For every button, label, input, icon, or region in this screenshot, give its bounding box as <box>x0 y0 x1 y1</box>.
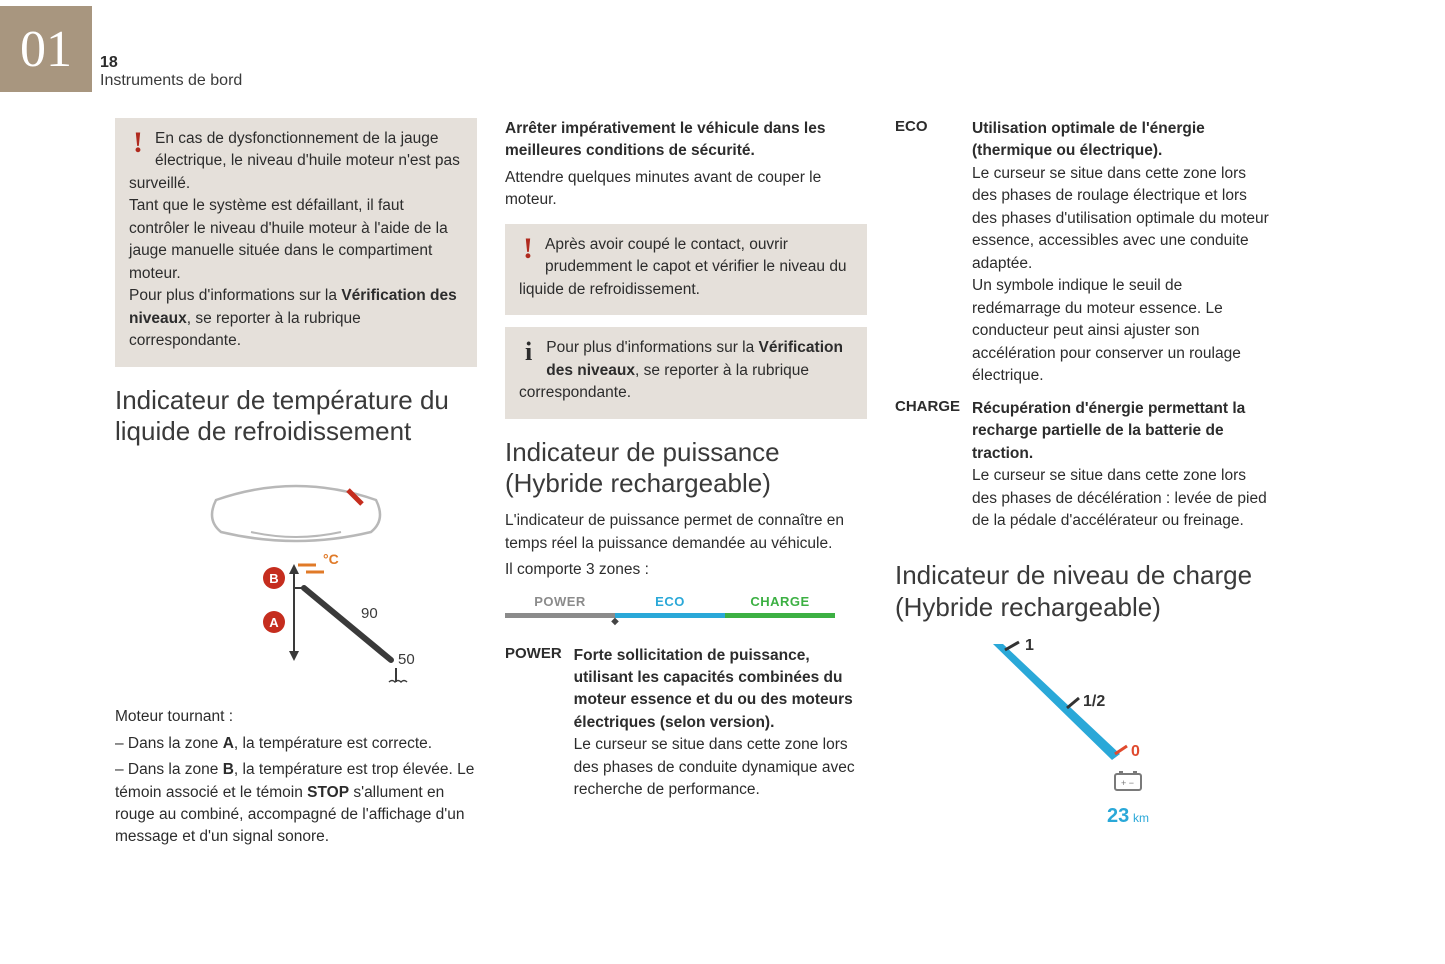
warning-icon: ! <box>523 234 533 264</box>
chapter-tab: 01 <box>0 6 92 92</box>
bar-segment-power <box>505 613 615 618</box>
svg-text:90: 90 <box>361 605 378 622</box>
svg-text:23: 23 <box>1107 805 1129 827</box>
charge-level-diagram: 1 1/2 0 + − 23 km <box>975 636 1175 836</box>
section-title: Instruments de bord <box>100 72 242 90</box>
callout-text: Tant que le système est défaillant, il f… <box>129 197 448 281</box>
zone-description: Récupération d'énergie permettant la rec… <box>972 398 1271 543</box>
zone-row-power: POWER Forte sollicitation de puissance, … <box>505 645 867 812</box>
zone-label-power: POWER <box>505 594 615 609</box>
info-icon: i <box>525 339 532 365</box>
callout-text: Pour plus d'informations sur la <box>129 287 341 304</box>
body-text: Il comporte 3 zones : <box>505 559 867 581</box>
heading-charge-level: Indicateur de niveau de charge (Hybride … <box>895 560 1271 623</box>
column-3: ECO Utilisation optimale de l'énergie (t… <box>895 118 1271 853</box>
power-zone-bar: POWER ECO CHARGE ◆ <box>505 594 835 627</box>
callout-text: Pour plus d'informations sur la <box>546 339 758 356</box>
heading-power-indicator: Indicateur de puissance (Hybride recharg… <box>505 437 867 500</box>
bullet-zone-a: – Dans la zone A, la température est cor… <box>115 733 477 755</box>
zone-row-charge: CHARGE Récupération d'énergie permettant… <box>895 398 1271 543</box>
svg-text:1: 1 <box>1025 637 1034 654</box>
stop-vehicle-text: Arrêter impérativement le véhicule dans … <box>505 118 867 163</box>
zone-description: Utilisation optimale de l'énergie (therm… <box>972 118 1271 398</box>
page-number: 18 <box>100 54 242 72</box>
callout-text: Après avoir coupé le contact, ouvrir pru… <box>519 236 847 298</box>
column-1: ! En cas de dysfonctionnement de la jaug… <box>115 118 477 853</box>
svg-text:B: B <box>269 571 278 586</box>
zone-label: CHARGE <box>895 398 972 543</box>
body-text: L'indicateur de puissance permet de conn… <box>505 510 867 555</box>
coolant-gauge-diagram: B A °C 90 50 <box>176 460 416 690</box>
bar-segment-eco <box>615 613 725 618</box>
svg-text:°C: °C <box>323 551 339 567</box>
bullet-zone-b: – Dans la zone B, la température est tro… <box>115 759 477 849</box>
zone-row-eco: ECO Utilisation optimale de l'énergie (t… <box>895 118 1271 398</box>
heading-coolant-temp: Indicateur de température du liquide de … <box>115 385 477 448</box>
body-text: Moteur tournant : <box>115 706 477 728</box>
warning-callout-oil: ! En cas de dysfonctionnement de la jaug… <box>115 118 477 367</box>
zone-label-charge: CHARGE <box>725 594 835 609</box>
column-2: Arrêter impérativement le véhicule dans … <box>505 118 867 853</box>
bar-segment-charge <box>725 613 835 618</box>
zone-label-eco: ECO <box>615 594 725 609</box>
zone-label: ECO <box>895 118 972 398</box>
callout-text: En cas de dysfonctionnement de la jauge … <box>129 130 460 192</box>
svg-text:50: 50 <box>398 651 415 668</box>
svg-text:km: km <box>1133 811 1149 825</box>
svg-text:1/2: 1/2 <box>1083 693 1105 710</box>
warning-icon: ! <box>133 128 143 158</box>
page-header: 18 Instruments de bord <box>100 54 242 90</box>
svg-text:+ −: + − <box>1121 778 1134 788</box>
svg-text:A: A <box>269 615 279 630</box>
svg-text:0: 0 <box>1131 743 1140 760</box>
wait-text: Attendre quelques minutes avant de coupe… <box>505 167 867 212</box>
warning-callout-coolant: ! Après avoir coupé le contact, ouvrir p… <box>505 224 867 315</box>
zone-label: POWER <box>505 645 574 812</box>
info-callout-levels: i Pour plus d'informations sur la Vérifi… <box>505 327 867 418</box>
zone-description: Forte sollicitation de puissance, utilis… <box>574 645 867 812</box>
